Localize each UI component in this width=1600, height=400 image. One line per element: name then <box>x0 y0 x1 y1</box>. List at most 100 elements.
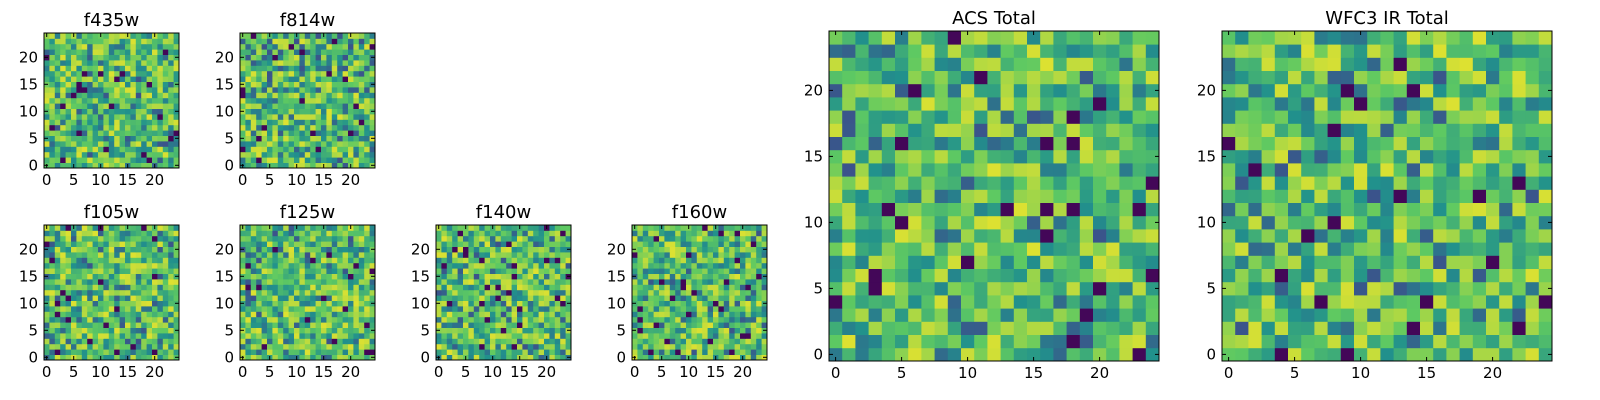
heatmap-cell <box>288 349 295 355</box>
heatmap-cell <box>342 284 349 291</box>
heatmap-cell <box>446 246 453 253</box>
heatmap-cell <box>81 311 88 318</box>
heatmap-cell <box>250 273 257 280</box>
heatmap-cell <box>44 65 50 72</box>
heatmap-cell <box>108 141 115 147</box>
heatmap-cell <box>44 338 50 345</box>
heatmap-cell <box>908 202 922 217</box>
heatmap-cell <box>691 311 698 318</box>
heatmap-cell <box>829 295 843 309</box>
heatmap-cell <box>1027 189 1041 203</box>
heatmap-cell <box>533 225 539 231</box>
heatmap-cell <box>538 300 545 307</box>
heatmap-cell <box>173 38 180 45</box>
heatmap-cell <box>103 54 110 61</box>
heatmap-cell <box>1499 334 1513 349</box>
heatmap-cell <box>315 262 322 269</box>
heatmap-cell <box>60 81 66 88</box>
heatmap-cell <box>881 334 896 349</box>
heatmap-cell <box>1079 44 1094 58</box>
heatmap-cell <box>272 289 279 296</box>
heatmap-cell <box>331 306 338 312</box>
heatmap-cell <box>1459 255 1474 269</box>
heatmap-cell <box>76 146 83 153</box>
heatmap-cell <box>71 230 77 237</box>
heatmap-cell <box>908 308 922 322</box>
heatmap-cell <box>152 284 158 291</box>
heatmap-cell <box>452 268 458 274</box>
heatmap-cell <box>294 103 300 109</box>
heatmap-cell <box>696 322 703 328</box>
heatmap-cell <box>60 92 66 99</box>
heatmap-cell <box>987 163 1001 177</box>
heatmap-cell <box>108 311 115 318</box>
heatmap-cell <box>463 300 469 307</box>
heatmap-cell <box>277 103 284 109</box>
heatmap-cell <box>517 300 523 307</box>
heatmap-cell <box>342 157 349 163</box>
heatmap-cell <box>272 38 279 45</box>
heatmap-cell <box>921 136 935 151</box>
heatmap-cell <box>1145 268 1160 283</box>
heatmap-cell <box>157 225 164 231</box>
heatmap-cell <box>108 81 115 88</box>
heatmap-cell <box>895 229 909 243</box>
heatmap-cell <box>250 108 257 115</box>
heatmap-cell <box>65 103 72 109</box>
heatmap-cell <box>76 108 83 115</box>
heatmap-cell <box>288 338 295 345</box>
heatmap-cell <box>490 273 496 280</box>
heatmap-cell <box>310 124 316 131</box>
heatmap-cell <box>1093 123 1107 137</box>
heatmap-cell <box>71 49 77 55</box>
heatmap-cell <box>549 295 556 301</box>
heatmap-cell <box>1119 189 1133 203</box>
heatmap-cell <box>277 124 284 131</box>
heatmap-cell <box>533 343 539 350</box>
heatmap-cell <box>517 327 523 334</box>
heatmap-cell <box>130 135 137 142</box>
heatmap-cell <box>664 235 671 242</box>
heatmap-cell <box>288 322 295 328</box>
heatmap-cell <box>1053 149 1067 164</box>
heatmap-cell <box>1079 295 1094 309</box>
heatmap-cell <box>288 60 295 66</box>
heatmap-cell <box>272 33 279 39</box>
heatmap-cell <box>125 284 131 291</box>
heatmap-cell <box>348 157 354 163</box>
heatmap-cell <box>321 268 327 274</box>
heatmap-cell <box>1093 242 1107 256</box>
heatmap-cell <box>119 119 126 126</box>
heatmap-cell <box>130 257 137 264</box>
heatmap-cell <box>250 268 257 274</box>
heatmap-cell <box>98 295 104 301</box>
heatmap-cell <box>157 70 164 77</box>
heatmap-cell <box>321 92 327 99</box>
heatmap-cell <box>299 124 306 131</box>
heatmap-cell <box>686 311 692 318</box>
heatmap-cell <box>49 65 56 72</box>
heatmap-cell <box>544 262 550 269</box>
heatmap-cell <box>250 70 257 77</box>
heatmap-cell <box>1013 281 1028 296</box>
heatmap-cell <box>1248 268 1262 283</box>
heatmap-cell <box>669 230 676 237</box>
heatmap-cell <box>310 81 316 88</box>
heatmap-cell <box>125 257 131 264</box>
heatmap-cell <box>565 343 572 350</box>
heatmap-cell <box>1000 295 1015 309</box>
heatmap-cell <box>855 334 869 349</box>
heatmap-cell <box>261 124 268 131</box>
heatmap-cell <box>947 202 962 217</box>
heatmap-cell <box>98 300 104 307</box>
heatmap-cell <box>141 257 147 264</box>
heatmap-cell <box>659 230 665 237</box>
heatmap-cell <box>364 225 370 231</box>
heatmap-cell <box>1222 189 1236 203</box>
heatmap-cell <box>533 316 539 323</box>
heatmap-cell <box>1459 176 1474 190</box>
heatmap-cell <box>261 38 268 45</box>
heatmap-cell <box>331 76 338 82</box>
heatmap-cell <box>1145 44 1160 58</box>
heatmap-cell <box>1314 334 1328 349</box>
